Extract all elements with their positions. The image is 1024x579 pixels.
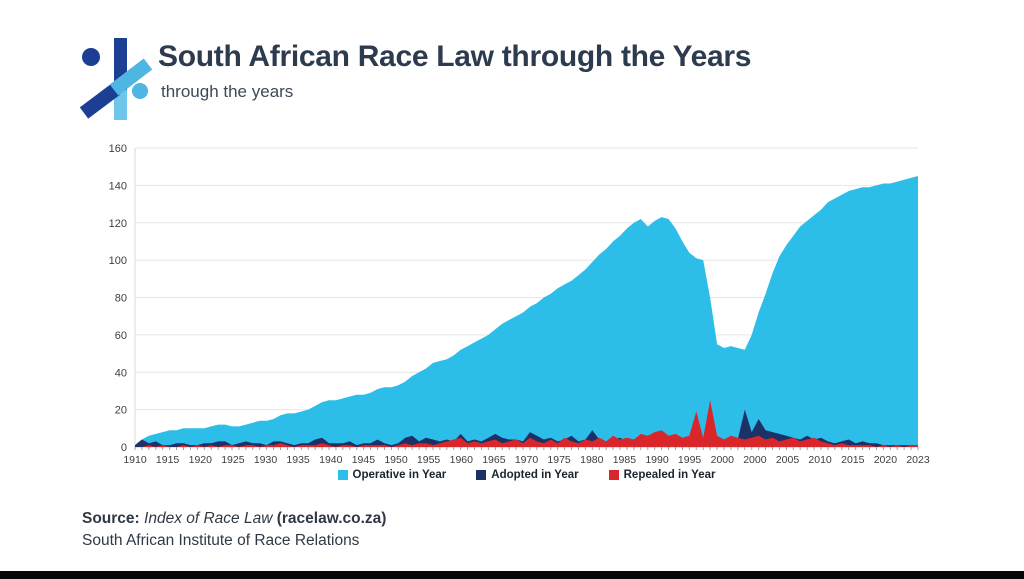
y-axis-tick-label: 80: [115, 293, 127, 305]
source-work: Index of Race Law: [144, 510, 273, 527]
chart-legend: Operative in Year Adopted in Year Repeal…: [135, 469, 918, 481]
x-axis-tick-label: 2020: [874, 454, 898, 466]
x-axis-tick-label: 1970: [515, 454, 539, 466]
x-axis-tick-label: 1985: [613, 454, 637, 466]
legend-item-repealed: Repealed in Year: [608, 469, 716, 481]
x-axis-tick-label: 1935: [286, 454, 310, 466]
legend-label-repealed: Repealed in Year: [623, 469, 716, 481]
x-axis-tick-label: 2023: [906, 454, 930, 466]
x-axis-tick-label: 1950: [384, 454, 408, 466]
x-axis-tick-label: 1915: [156, 454, 180, 466]
source-line-1: Source: Index of Race Law (racelaw.co.za…: [82, 508, 386, 530]
page-subtitle: through the years: [161, 82, 294, 101]
y-axis-tick-label: 60: [115, 330, 127, 342]
y-axis-tick-label: 0: [121, 442, 127, 454]
x-axis-tick-label: 2000: [743, 454, 767, 466]
x-axis-tick-label: 1920: [189, 454, 213, 466]
x-axis-tick-label: 1945: [352, 454, 376, 466]
x-axis-tick-label: 1995: [678, 454, 702, 466]
operative-swatch-icon: [337, 470, 348, 480]
legend-label-operative: Operative in Year: [352, 469, 447, 481]
y-axis-tick-label: 140: [109, 180, 127, 192]
x-axis-tick-label: 1940: [319, 454, 343, 466]
x-axis-tick-label: 1955: [417, 454, 441, 466]
logo-dot-right: [132, 83, 148, 99]
operative-area: [135, 176, 918, 447]
legend-label-adopted: Adopted in Year: [491, 469, 579, 481]
y-axis-tick-label: 160: [109, 143, 127, 155]
x-axis-tick-label: 1910: [123, 454, 147, 466]
logo-dot-left: [82, 48, 100, 66]
y-axis-tick-label: 120: [109, 218, 127, 230]
y-axis-tick-label: 20: [115, 405, 127, 417]
logo-vertical-bar-bottom: [114, 90, 127, 120]
y-axis-tick-label: 100: [109, 255, 127, 267]
y-axis-tick-label: 40: [115, 367, 127, 379]
repealed-swatch-icon: [608, 470, 619, 480]
x-axis-tick-label: 2005: [776, 454, 800, 466]
x-axis-tick-label: 1960: [450, 454, 474, 466]
x-axis-tick-label: 1925: [221, 454, 245, 466]
x-axis-tick-label: 2015: [841, 454, 865, 466]
source-label: Source:: [82, 510, 140, 527]
logo-diagonal-upper: [109, 58, 153, 96]
x-axis-tick-label: 2000: [711, 454, 735, 466]
adopted-area: [135, 409, 918, 447]
legend-item-operative: Operative in Year: [337, 469, 447, 481]
x-axis-tick-label: 1965: [482, 454, 506, 466]
bottom-black-bar: [0, 571, 1024, 579]
x-axis-tick-label: 1930: [254, 454, 278, 466]
logo-diagonal-lower: [79, 83, 121, 119]
x-axis-tick-label: 1980: [580, 454, 604, 466]
x-axis-tick-label: 1975: [547, 454, 571, 466]
source-block: Source: Index of Race Law (racelaw.co.za…: [82, 508, 386, 552]
x-axis-tick-label: 1990: [645, 454, 669, 466]
x-axis-tick-label: 2010: [808, 454, 832, 466]
source-site: (racelaw.co.za): [276, 510, 387, 527]
irr-logo: [79, 38, 153, 120]
legend-item-adopted: Adopted in Year: [476, 469, 579, 481]
adopted-swatch-icon: [476, 470, 487, 480]
source-line-2: South African Institute of Race Relation…: [82, 532, 360, 549]
page-title: South African Race Law through the Years: [158, 40, 752, 73]
